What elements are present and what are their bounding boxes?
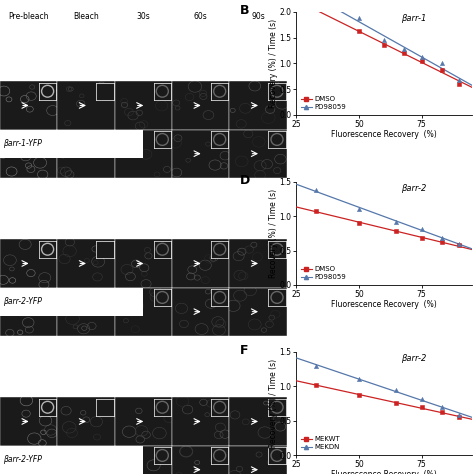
Point <box>438 66 446 73</box>
Point <box>355 392 363 399</box>
Y-axis label: Recovery (%) / Time (s): Recovery (%) / Time (s) <box>269 359 278 448</box>
Text: βarr-2-YFP: βarr-2-YFP <box>3 297 42 306</box>
Point <box>438 238 446 246</box>
Text: 60s: 60s <box>194 12 208 21</box>
Point <box>438 409 446 416</box>
Point <box>418 403 425 411</box>
Point <box>355 219 363 227</box>
Point <box>355 206 363 213</box>
Text: βarr-1: βarr-1 <box>401 14 427 23</box>
Legend: DMSO, PD98059: DMSO, PD98059 <box>300 265 347 282</box>
Point <box>438 60 446 67</box>
Point <box>418 57 425 64</box>
Point <box>456 240 463 247</box>
Point <box>438 235 446 242</box>
Point <box>456 241 463 249</box>
Point <box>438 403 446 411</box>
Legend: MEKWT, MEKDN: MEKWT, MEKDN <box>300 435 341 452</box>
Text: F: F <box>240 344 249 357</box>
Text: βarr-2: βarr-2 <box>401 184 427 193</box>
Text: D: D <box>240 173 250 187</box>
X-axis label: Fluorescence Recovery  (%): Fluorescence Recovery (%) <box>331 470 437 474</box>
Point <box>392 228 400 235</box>
X-axis label: Fluorescence Recovery  (%): Fluorescence Recovery (%) <box>331 130 437 139</box>
Point <box>312 381 320 389</box>
Point <box>418 54 425 61</box>
Point <box>392 218 400 226</box>
X-axis label: Fluorescence Recovery  (%): Fluorescence Recovery (%) <box>331 300 437 309</box>
Point <box>380 42 388 49</box>
Point <box>355 27 363 35</box>
Text: B: B <box>240 4 250 17</box>
Text: 90s: 90s <box>251 12 265 21</box>
Point <box>418 225 425 232</box>
Point <box>456 411 463 419</box>
Point <box>456 413 463 421</box>
Point <box>418 395 425 402</box>
Point <box>392 386 400 393</box>
Point <box>312 207 320 215</box>
Point <box>355 376 363 383</box>
Point <box>312 362 320 370</box>
Point <box>418 235 425 242</box>
Text: βarr-2-YFP: βarr-2-YFP <box>3 456 42 464</box>
Y-axis label: Recovery (%) / Time (s): Recovery (%) / Time (s) <box>269 189 278 278</box>
Point <box>380 36 388 44</box>
Point <box>456 76 463 84</box>
Point <box>400 49 408 57</box>
Point <box>392 399 400 407</box>
Text: βarr-1-YFP: βarr-1-YFP <box>3 139 42 148</box>
Text: Pre-bleach: Pre-bleach <box>9 12 49 21</box>
Point <box>355 14 363 22</box>
Legend: DMSO, PD98059: DMSO, PD98059 <box>300 95 347 111</box>
Text: βarr-2: βarr-2 <box>401 354 427 363</box>
Text: Bleach: Bleach <box>73 12 99 21</box>
Point <box>312 186 320 194</box>
Y-axis label: Recovery (%) / Time (s): Recovery (%) / Time (s) <box>269 19 278 108</box>
Point <box>400 45 408 53</box>
Text: 30s: 30s <box>137 12 150 21</box>
Point <box>456 80 463 88</box>
